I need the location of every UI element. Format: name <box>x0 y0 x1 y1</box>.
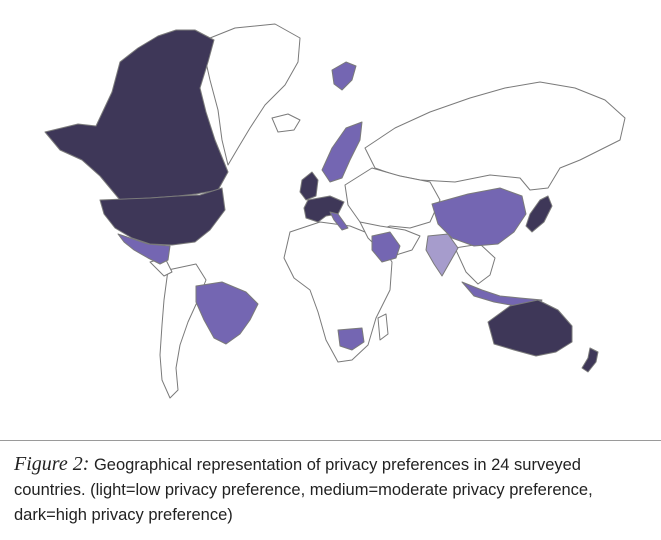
india <box>425 233 459 277</box>
caption-text: Geographical representation of privacy p… <box>14 456 593 524</box>
france-germany-spain <box>303 195 345 223</box>
south-america-rest <box>159 263 207 399</box>
mexico <box>117 233 171 265</box>
figure-caption: Figure 2: Geographical representation of… <box>14 452 644 528</box>
canada-alaska <box>44 29 229 201</box>
eastern-europe-central-asia <box>344 167 441 233</box>
italy <box>329 211 349 231</box>
iceland <box>271 113 301 133</box>
united-kingdom-ireland <box>299 171 319 201</box>
australia <box>487 299 573 357</box>
russia-northern-asia <box>364 81 626 191</box>
world-map <box>44 23 626 399</box>
saudi-arabia <box>371 231 401 263</box>
svalbard <box>331 61 357 91</box>
united-states <box>99 187 226 246</box>
new-zealand <box>581 347 599 373</box>
south-africa <box>337 327 365 351</box>
figure-label: Figure 2: <box>14 453 90 475</box>
china <box>431 187 527 247</box>
japan <box>525 195 553 233</box>
madagascar <box>377 313 389 341</box>
greenland <box>204 23 301 166</box>
southeast-asia-mainland <box>454 243 496 285</box>
sweden-norway <box>321 121 363 183</box>
caption-divider <box>0 440 661 441</box>
brazil <box>195 281 259 345</box>
africa <box>283 221 393 363</box>
